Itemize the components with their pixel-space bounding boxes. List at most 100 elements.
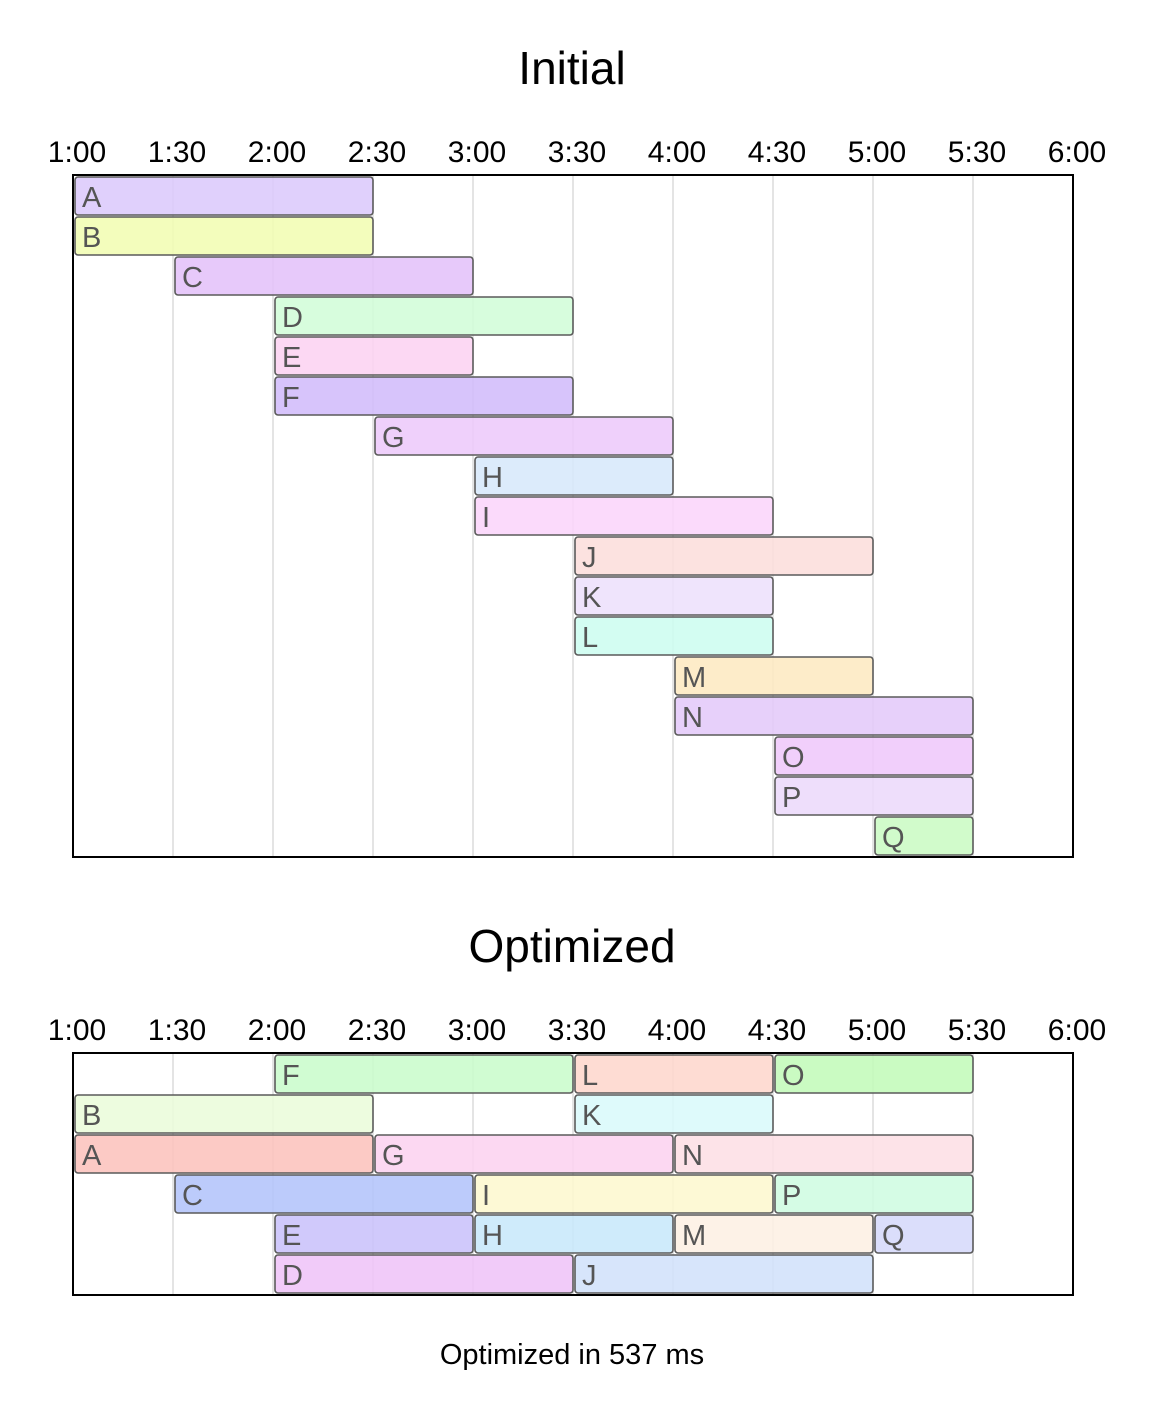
task-bar [74, 1094, 374, 1134]
task-bar-c: C [174, 1174, 474, 1214]
task-bar-p: P [774, 1174, 974, 1214]
task-label: N [682, 1140, 703, 1172]
task-bar-o: O [774, 1054, 974, 1094]
task-bar [474, 1214, 674, 1254]
tick-label: 5:00 [848, 136, 906, 169]
task-bar [874, 1214, 974, 1254]
tick-label: 3:30 [548, 136, 606, 169]
task-bar [774, 736, 974, 776]
task-bar [674, 1214, 874, 1254]
plot-frame [72, 174, 1074, 858]
task-bar [874, 816, 974, 856]
task-bar-h: H [474, 456, 674, 496]
task-label: L [582, 622, 598, 654]
task-bar-k: K [574, 576, 774, 616]
plot-frame [72, 1052, 1074, 1296]
task-label: E [282, 342, 301, 374]
task-label: K [582, 1100, 602, 1132]
task-bar [574, 1054, 774, 1094]
task-bar-b: B [74, 216, 374, 256]
task-bar-i: I [474, 1174, 774, 1214]
task-bar-l: L [574, 1054, 774, 1094]
task-bar-h: H [474, 1214, 674, 1254]
task-label: J [582, 542, 597, 574]
task-label: P [782, 782, 801, 814]
task-bar-q: Q [874, 1214, 974, 1254]
task-label: G [382, 422, 405, 454]
task-bar-j: J [574, 536, 874, 576]
task-bar [474, 496, 774, 536]
task-bar [174, 256, 474, 296]
task-bar-a: A [74, 1134, 374, 1174]
task-bar [374, 1134, 674, 1174]
task-label: K [582, 582, 602, 614]
task-bar-n: N [674, 696, 974, 736]
tick-label: 5:00 [848, 1014, 906, 1047]
task-bar-a: A [74, 176, 374, 216]
task-bar-g: G [374, 1134, 674, 1174]
chart-title: Optimized [468, 920, 675, 972]
optimized-time-caption: Optimized in 537 ms [440, 1339, 704, 1371]
task-bar-m: M [674, 1214, 874, 1254]
task-bar [474, 1174, 774, 1214]
task-bar-o: O [774, 736, 974, 776]
task-bar [674, 656, 874, 696]
task-bar [574, 536, 874, 576]
task-label: I [482, 1180, 490, 1212]
optimized-chart: Optimized 1:00 1:30 2:00 2:30 3:00 3:30 4:00 4:3… [48, 920, 1106, 1296]
task-bar-l: L [574, 616, 774, 656]
task-label: Q [882, 822, 905, 854]
task-label: C [182, 1180, 203, 1212]
tick-label: 1:00 [48, 136, 106, 169]
tick-label: 4:30 [748, 1014, 806, 1047]
tick-label: 5:30 [948, 1014, 1006, 1047]
initial-chart: Initial 1:00 1:30 2:00 2:30 3:00 3:30 4:00 4:30 5… [48, 42, 1106, 858]
task-bar [574, 1094, 774, 1134]
task-bar [574, 616, 774, 656]
task-bar [274, 296, 574, 336]
tick-label: 4:00 [648, 136, 706, 169]
task-label: J [582, 1260, 597, 1292]
tick-label: 2:00 [248, 1014, 306, 1047]
task-bar-e: E [274, 336, 474, 376]
task-label: F [282, 382, 300, 414]
task-label: A [82, 1140, 102, 1172]
tick-label: 5:30 [948, 136, 1006, 169]
task-label: N [682, 702, 703, 734]
task-bar [274, 1254, 574, 1294]
task-bar [274, 336, 474, 376]
task-bar [574, 576, 774, 616]
tick-label: 6:00 [1048, 136, 1106, 169]
task-label: F [282, 1060, 300, 1092]
task-label: B [82, 1100, 101, 1132]
tick-label: 4:00 [648, 1014, 706, 1047]
task-bar-c: C [174, 256, 474, 296]
task-label: P [782, 1180, 801, 1212]
task-bar-n: N [674, 1134, 974, 1174]
tick-label: 3:00 [448, 1014, 506, 1047]
task-label: O [782, 742, 805, 774]
task-label: A [82, 182, 102, 214]
task-bar [774, 1054, 974, 1094]
tick-label: 4:30 [748, 136, 806, 169]
task-bar [774, 1174, 974, 1214]
task-bar [374, 416, 674, 456]
task-bar [74, 216, 374, 256]
task-bar [474, 456, 674, 496]
task-bar [774, 776, 974, 816]
task-bar [74, 176, 374, 216]
task-bar-m: M [674, 656, 874, 696]
task-label: E [282, 1220, 301, 1252]
task-label: M [682, 662, 706, 694]
task-label: Q [882, 1220, 905, 1252]
task-bar [274, 376, 574, 416]
task-label: G [382, 1140, 405, 1172]
task-bar-g: G [374, 416, 674, 456]
task-bar [674, 696, 974, 736]
task-bar [274, 1214, 474, 1254]
task-bar-q: Q [874, 816, 974, 856]
task-bar-e: E [274, 1214, 474, 1254]
tick-label: 2:30 [348, 1014, 406, 1047]
task-bar [274, 1054, 574, 1094]
